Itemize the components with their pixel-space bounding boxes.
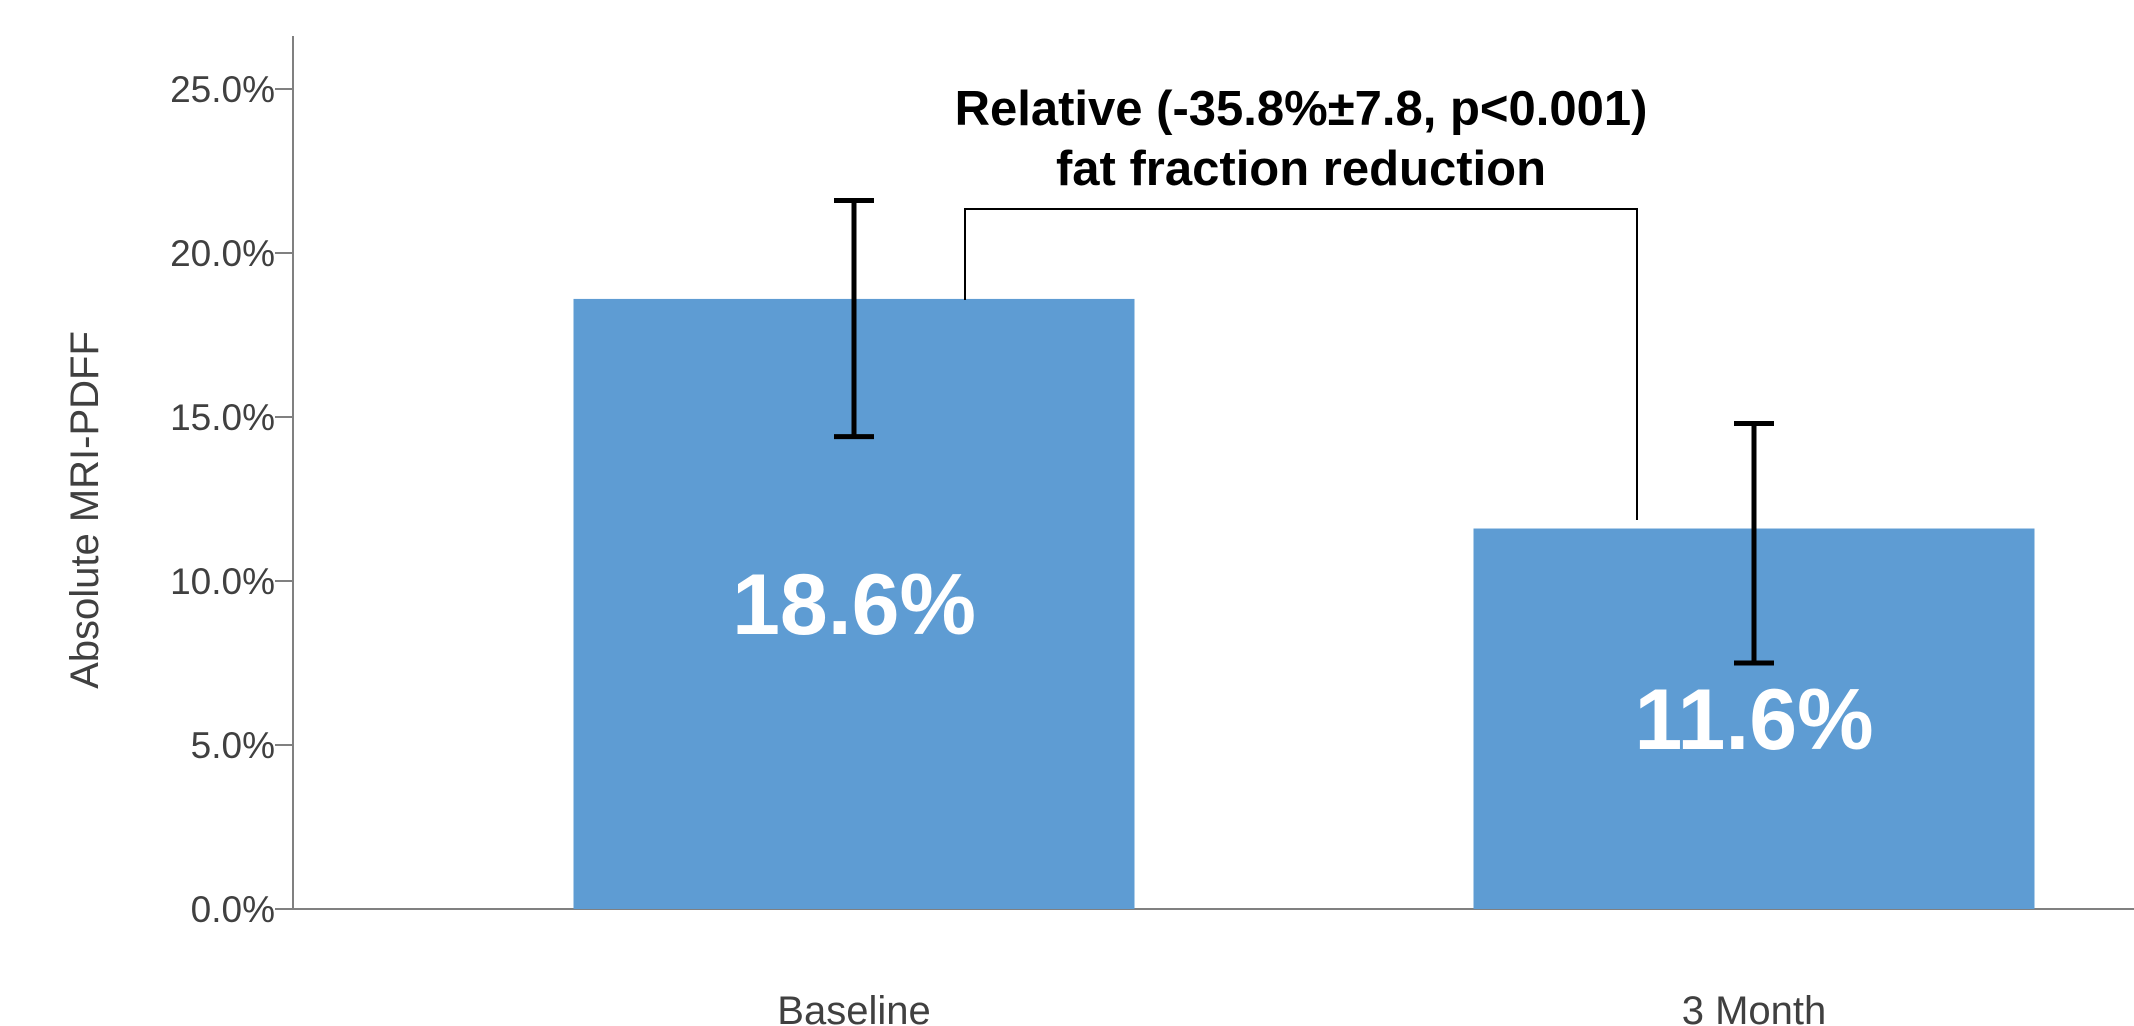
y-tick-label: 25.0% [170,69,275,110]
significance-bracket [964,208,1638,520]
x-tick-labels: Baseline 3 Month [777,989,1826,1026]
bars [573,298,2035,909]
bar-value-label: 11.6% [1634,672,1873,768]
x-axis: Baseline 3 Month [293,908,2134,1026]
y-axis-title: Absolute MRI-PDFF [63,331,107,689]
y-tick-label: 20.0% [170,233,275,274]
x-tick-label: 3 Month [1682,989,1827,1026]
y-tick-label: 5.0% [191,725,275,766]
bar-value-labels: 18.6% 11.6% [732,557,1873,768]
error-bar [1734,421,1774,666]
y-tick-label: 10.0% [170,561,275,602]
y-axis: 0.0% 5.0% 10.0% 15.0% 20.0% 25.0% Absolute MR… [63,36,294,930]
bar-value-label: 18.6% [732,557,976,653]
annotation-line-1: Relative (-35.8%±7.8, p<0.001) [955,82,1648,136]
error-bar [834,198,874,440]
annotation-line-2: fat fraction reduction [1056,142,1546,196]
y-tick-label: 0.0% [191,889,275,930]
significance-annotation: Relative (-35.8%±7.8, p<0.001) fat fract… [955,82,1648,520]
error-bars [834,198,1774,666]
y-ticks: 0.0% 5.0% 10.0% 15.0% 20.0% 25.0% [170,69,293,930]
y-tick-label: 15.0% [170,397,275,438]
x-tick-label: Baseline [777,989,930,1026]
